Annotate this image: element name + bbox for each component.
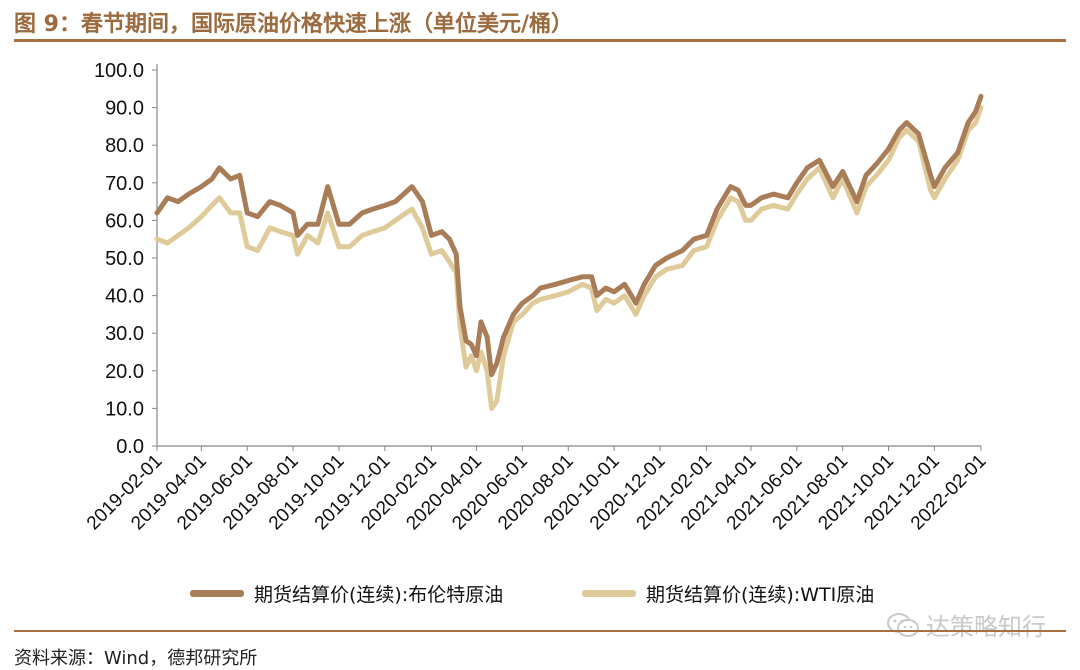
y-tick-label: 40.0 xyxy=(105,286,144,308)
legend-swatch-wti xyxy=(582,589,636,597)
y-tick-label: 60.0 xyxy=(105,210,144,232)
watermark-text: 达策略知行 xyxy=(926,613,1046,641)
wechat-icon xyxy=(887,612,919,637)
legend-label-wti: 期货结算价(连续):WTI原油 xyxy=(646,583,875,606)
source-note: 资料来源：Wind，德邦研究所 xyxy=(14,648,258,669)
legend-item-wti: 期货结算价(连续):WTI原油 xyxy=(582,578,874,608)
legend: 期货结算价(连续):布伦特原油 期货结算价(连续):WTI原油 xyxy=(190,578,950,608)
y-tick-label: 100.0 xyxy=(94,60,144,82)
y-tick-label: 50.0 xyxy=(105,248,144,270)
y-tick-label: 90.0 xyxy=(105,98,144,120)
y-tick-label: 20.0 xyxy=(105,361,144,383)
chart-title: 图 9：春节期间，国际原油价格快速上涨（单位美元/桶） xyxy=(14,12,574,37)
top-divider xyxy=(14,39,1066,42)
header: 图 9：春节期间，国际原油价格快速上涨（单位美元/桶） xyxy=(14,2,1064,40)
y-tick-label: 70.0 xyxy=(105,173,144,195)
y-tick-label: 0.0 xyxy=(116,436,144,458)
legend-item-brent: 期货结算价(连续):布伦特原油 xyxy=(190,578,503,608)
legend-swatch-brent xyxy=(190,589,244,597)
bottom-divider xyxy=(14,630,1066,632)
y-tick-label: 80.0 xyxy=(105,135,144,157)
series-line-brent xyxy=(154,93,984,378)
watermark: 达策略知行 xyxy=(886,607,1046,642)
y-tick-label: 10.0 xyxy=(105,398,144,420)
series-line-wti xyxy=(154,105,984,411)
legend-label-brent: 期货结算价(连续):布伦特原油 xyxy=(254,583,504,606)
y-tick-label: 30.0 xyxy=(105,323,144,345)
